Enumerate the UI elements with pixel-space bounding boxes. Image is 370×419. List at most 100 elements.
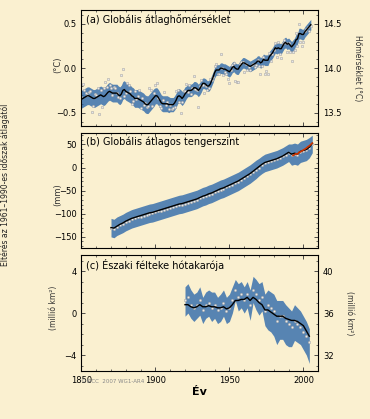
- Point: [135, 93, 141, 99]
- Point: [297, 323, 303, 330]
- Point: [238, 59, 244, 65]
- Point: [255, 57, 260, 64]
- Point: [274, 156, 280, 163]
- Point: [111, 226, 117, 233]
- Point: [303, 26, 309, 33]
- Point: [173, 88, 179, 95]
- Point: [108, 84, 114, 91]
- Point: [114, 90, 120, 96]
- Point: [240, 59, 246, 65]
- Point: [232, 180, 238, 186]
- Point: [110, 91, 115, 98]
- Point: [238, 177, 244, 184]
- Point: [265, 301, 271, 308]
- Point: [269, 51, 275, 57]
- Point: [124, 80, 130, 87]
- Point: [86, 89, 92, 96]
- Point: [152, 82, 158, 88]
- Point: [277, 155, 283, 161]
- Point: [244, 291, 250, 297]
- Point: [300, 38, 306, 45]
- Point: [102, 79, 108, 86]
- Point: [160, 97, 166, 103]
- Point: [176, 98, 182, 105]
- Point: [169, 106, 175, 112]
- Point: [118, 72, 124, 79]
- Point: [206, 191, 212, 198]
- Point: [231, 59, 237, 66]
- Point: [114, 223, 120, 230]
- Point: [280, 313, 286, 320]
- Point: [136, 87, 142, 94]
- Point: [130, 98, 136, 104]
- Point: [108, 225, 114, 231]
- Point: [197, 83, 203, 89]
- Point: [201, 90, 207, 96]
- Point: [256, 63, 262, 70]
- Point: [138, 213, 144, 220]
- Point: [292, 150, 297, 157]
- Point: [151, 90, 157, 96]
- Point: [221, 299, 226, 306]
- Point: [256, 164, 262, 171]
- Point: [194, 301, 200, 308]
- Point: [203, 83, 209, 89]
- Point: [215, 307, 221, 313]
- Point: [295, 43, 300, 49]
- Point: [105, 75, 111, 82]
- Point: [300, 328, 306, 335]
- Point: [185, 199, 191, 206]
- Point: [147, 84, 152, 91]
- Point: [289, 58, 295, 65]
- Point: [197, 195, 203, 202]
- Text: ©IPCC  2007 WG1-AR4: ©IPCC 2007 WG1-AR4: [81, 379, 145, 384]
- Point: [197, 297, 203, 304]
- Text: (b) Globális átlagos tengerszint: (b) Globális átlagos tengerszint: [86, 136, 239, 147]
- Point: [293, 29, 299, 36]
- Point: [147, 210, 152, 217]
- Point: [262, 308, 268, 314]
- Point: [212, 301, 218, 308]
- Point: [268, 58, 274, 65]
- Point: [179, 201, 185, 208]
- Point: [289, 323, 295, 330]
- Point: [139, 94, 145, 101]
- Text: (c) Északi félteke hótakarója: (c) Északi félteke hótakarója: [86, 259, 224, 271]
- Point: [126, 217, 132, 224]
- Point: [212, 62, 218, 69]
- Y-axis label: Hőmérséklet (°C): Hőmérséklet (°C): [353, 35, 361, 101]
- Point: [164, 205, 170, 212]
- Point: [120, 66, 126, 72]
- Point: [226, 80, 232, 87]
- Point: [283, 318, 289, 325]
- Point: [78, 93, 84, 100]
- Point: [271, 47, 277, 54]
- Point: [209, 191, 215, 197]
- Point: [221, 186, 226, 192]
- Point: [115, 93, 121, 100]
- Point: [295, 151, 300, 158]
- Point: [132, 88, 138, 95]
- Point: [243, 60, 249, 67]
- Point: [297, 39, 303, 46]
- Point: [87, 88, 93, 95]
- Point: [229, 181, 235, 188]
- Point: [194, 197, 200, 203]
- Point: [133, 96, 139, 103]
- Point: [286, 320, 292, 327]
- Point: [262, 160, 268, 166]
- Point: [127, 88, 133, 95]
- Point: [161, 206, 167, 213]
- Point: [268, 305, 274, 311]
- Point: [111, 83, 117, 90]
- Point: [244, 67, 250, 73]
- Point: [272, 40, 278, 47]
- Point: [300, 147, 306, 154]
- Point: [289, 151, 295, 158]
- Point: [182, 88, 188, 95]
- Point: [84, 91, 90, 98]
- Point: [204, 87, 210, 94]
- Point: [247, 67, 253, 73]
- Point: [223, 308, 229, 314]
- Point: [207, 75, 213, 82]
